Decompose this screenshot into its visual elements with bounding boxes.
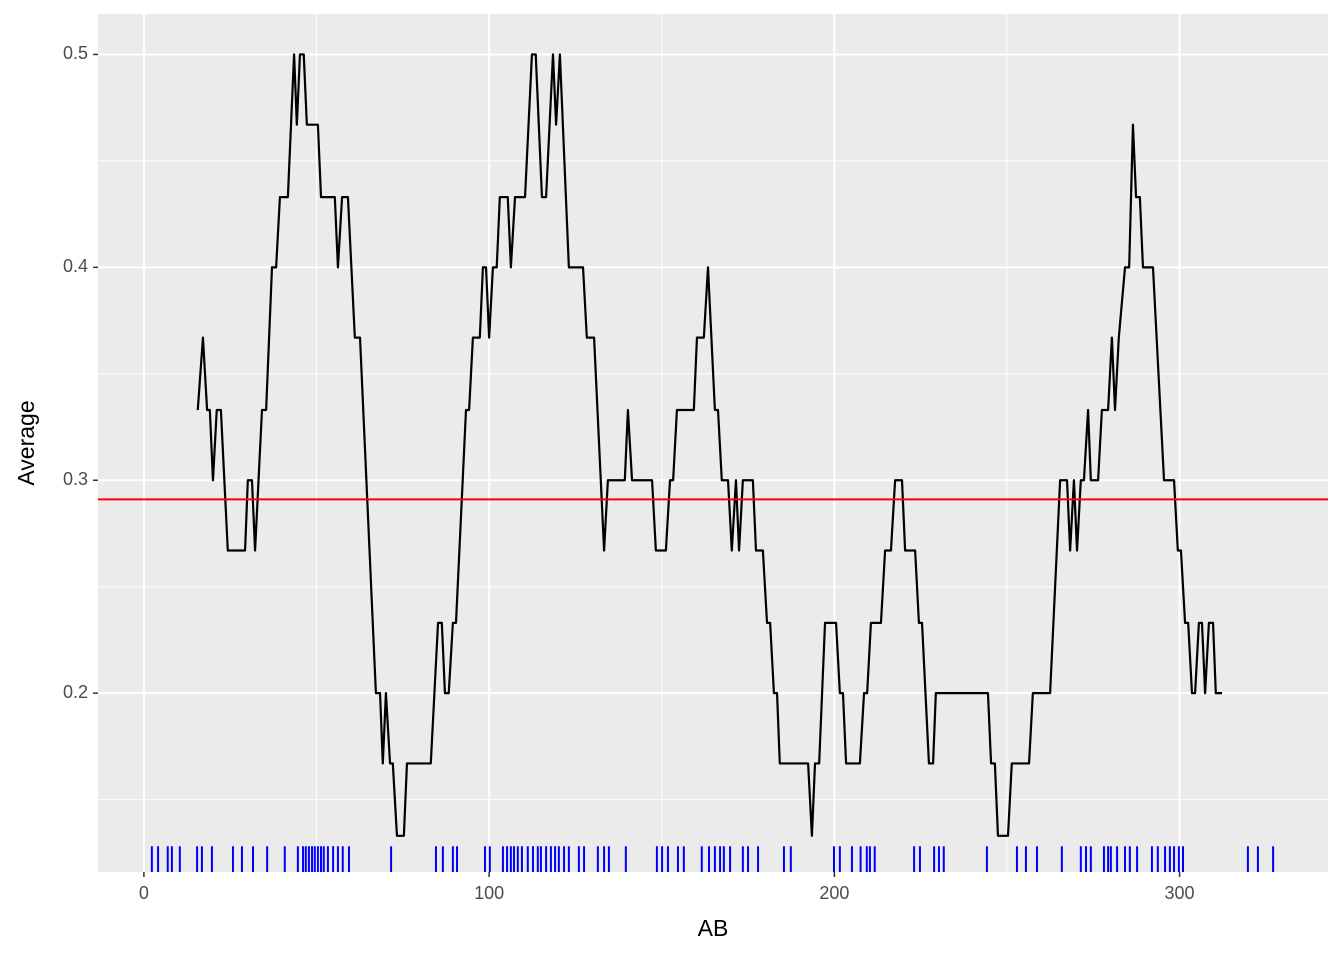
- x-tick-label: 200: [819, 883, 849, 903]
- y-axis-title: Average: [13, 400, 39, 485]
- x-tick-label: 300: [1165, 883, 1195, 903]
- y-tick-label: 0.2: [63, 682, 88, 702]
- panel: [98, 14, 1328, 872]
- x-tick-label: 0: [139, 883, 149, 903]
- data-line: [196, 53, 1223, 837]
- x-axis-title: AB: [698, 915, 729, 941]
- y-tick-label: 0.3: [63, 469, 88, 489]
- y-tick-label: 0.5: [63, 43, 88, 63]
- x-tick-label: 100: [474, 883, 504, 903]
- y-tick-label: 0.4: [63, 256, 88, 276]
